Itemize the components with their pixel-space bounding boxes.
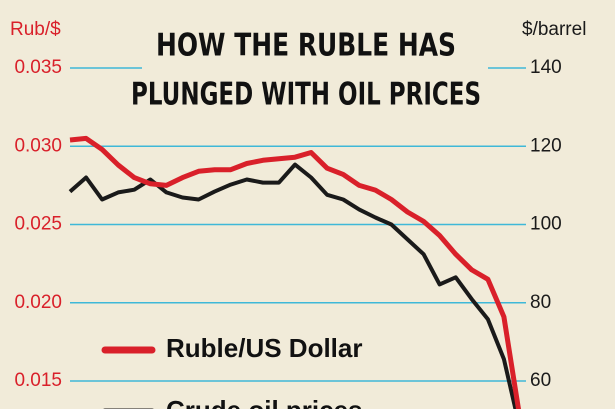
y2-tick-label: 140 — [530, 57, 562, 78]
y-tick-label: 0.025 — [14, 214, 62, 235]
y2-tick-label: 60 — [530, 370, 551, 391]
y-tick-label: 0.035 — [14, 57, 62, 78]
y-tick-label: 0.015 — [14, 370, 62, 391]
y2-tick-label: 80 — [530, 292, 551, 313]
y-axis-label: Rub/$ — [10, 19, 61, 40]
series-line — [69, 135, 522, 409]
chart-subtitle: PLUNGED WITH OIL PRICES — [131, 77, 481, 113]
title-backdrop — [142, 22, 488, 122]
y2-axis-label: $/barrel — [522, 19, 586, 40]
y-tick-label: 0.020 — [14, 292, 62, 313]
y2-tick-label: 120 — [530, 135, 562, 156]
y-tick-label: 0.030 — [14, 135, 62, 156]
legend-label: Crude oil prices — [166, 395, 363, 409]
legend-label: Ruble/US Dollar — [166, 333, 362, 363]
y2-tick-label: 100 — [530, 214, 562, 235]
chart-title: HOW THE RUBLE HAS — [156, 28, 456, 64]
